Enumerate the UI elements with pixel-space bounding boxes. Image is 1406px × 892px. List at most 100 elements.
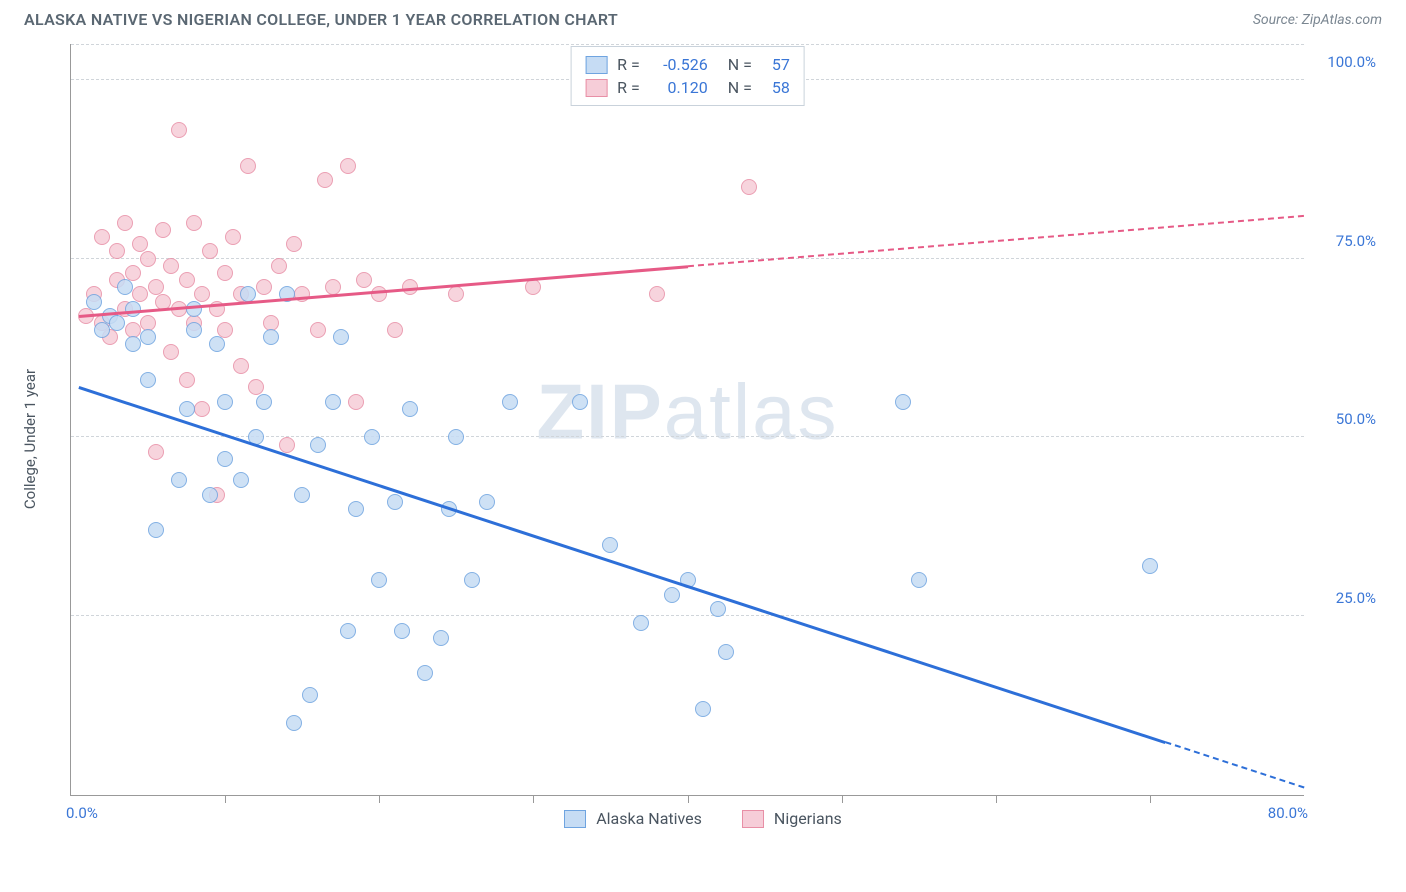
data-point	[233, 358, 249, 374]
data-point	[340, 623, 356, 639]
data-point	[256, 394, 272, 410]
legend-swatch	[585, 79, 607, 97]
legend: Alaska Natives Nigerians	[24, 809, 1382, 828]
x-tick	[533, 795, 534, 803]
data-point	[163, 258, 179, 274]
data-point	[294, 286, 310, 302]
legend-swatch	[742, 810, 764, 828]
data-point	[240, 158, 256, 174]
plot-area: ZIPatlas 25.0%50.0%75.0%100.0%R =-0.526N…	[70, 44, 1304, 796]
data-point	[602, 537, 618, 553]
data-point	[94, 229, 110, 245]
data-point	[302, 687, 318, 703]
data-point	[186, 322, 202, 338]
data-point	[317, 172, 333, 188]
data-point	[140, 329, 156, 345]
x-tick	[379, 795, 380, 803]
data-point	[356, 272, 372, 288]
data-point	[348, 501, 364, 517]
y-tick-label: 25.0%	[1312, 589, 1376, 607]
y-tick-label: 100.0%	[1312, 53, 1376, 71]
chart-container: College, Under 1 year ZIPatlas 25.0%50.0…	[24, 44, 1382, 834]
data-point	[109, 315, 125, 331]
data-point	[179, 272, 195, 288]
data-point	[895, 394, 911, 410]
x-tick	[688, 795, 689, 803]
data-point	[664, 587, 680, 603]
source-attribution: Source: ZipAtlas.com	[1253, 12, 1382, 28]
data-point	[109, 243, 125, 259]
data-point	[256, 279, 272, 295]
data-point	[233, 472, 249, 488]
data-point	[217, 394, 233, 410]
data-point	[333, 329, 349, 345]
data-point	[695, 701, 711, 717]
data-point	[1142, 558, 1158, 574]
data-point	[163, 344, 179, 360]
data-point	[179, 401, 195, 417]
gridline	[71, 258, 1304, 259]
x-tick	[1150, 795, 1151, 803]
legend-label: Alaska Natives	[596, 809, 702, 828]
legend-swatch	[585, 56, 607, 74]
data-point	[279, 437, 295, 453]
legend-item: Nigerians	[742, 809, 842, 828]
data-point	[387, 322, 403, 338]
data-point	[94, 322, 110, 338]
legend-swatch	[564, 810, 586, 828]
data-point	[155, 222, 171, 238]
data-point	[186, 215, 202, 231]
watermark: ZIPatlas	[536, 366, 838, 457]
x-tick	[996, 795, 997, 803]
data-point	[294, 487, 310, 503]
stats-box: R =-0.526N =57R =0.120N =58	[570, 46, 805, 106]
data-point	[179, 372, 195, 388]
data-point	[464, 572, 480, 588]
data-point	[633, 615, 649, 631]
y-tick-label: 75.0%	[1312, 232, 1376, 250]
data-point	[402, 401, 418, 417]
data-point	[525, 279, 541, 295]
data-point	[433, 630, 449, 646]
data-point	[271, 258, 287, 274]
data-point	[117, 279, 133, 295]
data-point	[140, 251, 156, 267]
data-point	[340, 158, 356, 174]
data-point	[310, 437, 326, 453]
data-point	[217, 265, 233, 281]
data-point	[171, 472, 187, 488]
data-point	[502, 394, 518, 410]
data-point	[217, 451, 233, 467]
data-point	[186, 301, 202, 317]
x-tick	[225, 795, 226, 803]
data-point	[202, 243, 218, 259]
data-point	[718, 644, 734, 660]
trend-line	[79, 387, 1304, 788]
data-point	[140, 372, 156, 388]
data-point	[394, 623, 410, 639]
trend-line	[79, 216, 1304, 316]
data-point	[649, 286, 665, 302]
stats-row: R =0.120N =58	[585, 76, 790, 99]
data-point	[225, 229, 241, 245]
data-point	[117, 215, 133, 231]
data-point	[911, 572, 927, 588]
data-point	[371, 572, 387, 588]
stats-row: R =-0.526N =57	[585, 53, 790, 76]
data-point	[572, 394, 588, 410]
data-point	[417, 665, 433, 681]
data-point	[479, 494, 495, 510]
data-point	[148, 522, 164, 538]
data-point	[448, 286, 464, 302]
data-point	[194, 401, 210, 417]
data-point	[310, 322, 326, 338]
data-point	[286, 715, 302, 731]
data-point	[364, 429, 380, 445]
data-point	[86, 294, 102, 310]
data-point	[741, 179, 757, 195]
data-point	[348, 394, 364, 410]
gridline	[71, 615, 1304, 616]
legend-item: Alaska Natives	[564, 809, 702, 828]
data-point	[387, 494, 403, 510]
data-point	[263, 329, 279, 345]
